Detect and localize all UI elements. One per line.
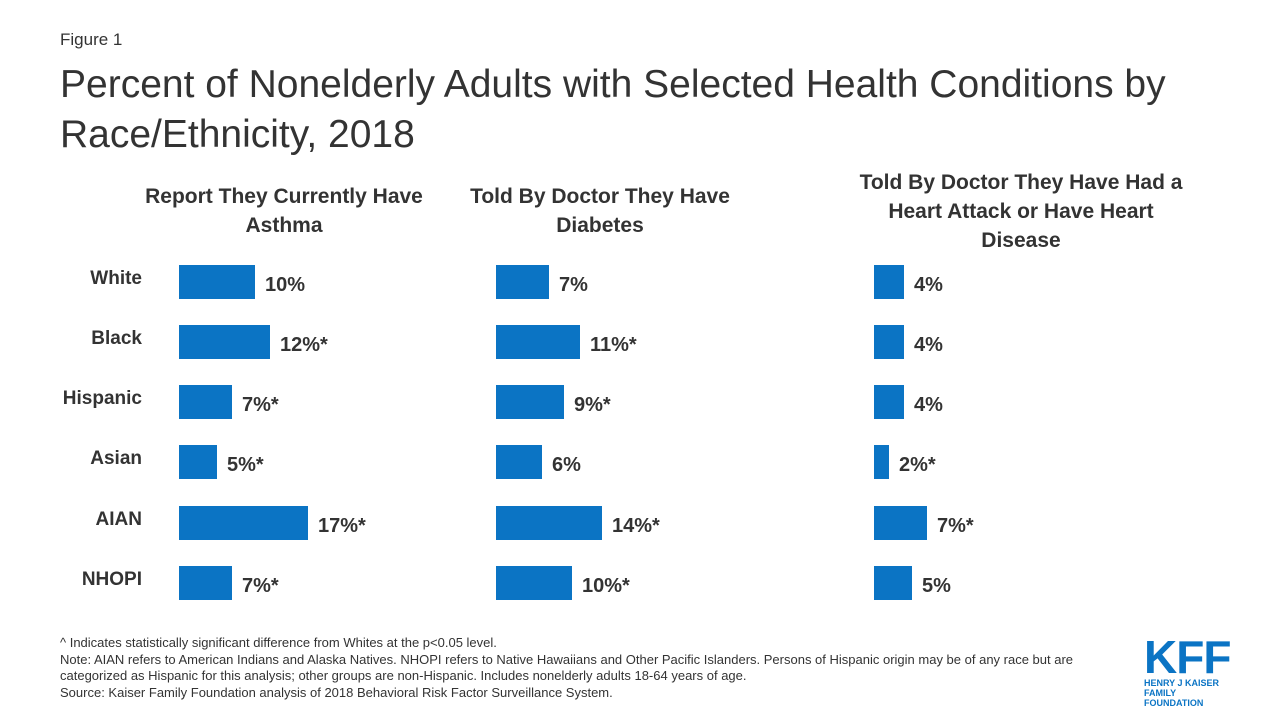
category-label-asian: Asian	[90, 448, 142, 469]
bar-value-panel3-aian: 7%*	[937, 515, 974, 537]
kff-logo: KFF HENRY J KAISER FAMILY FOUNDATION	[1144, 631, 1236, 708]
bar-value-panel2-hispanic: 9%*	[574, 394, 611, 416]
chart-title: Percent of Nonelderly Adults with Select…	[60, 63, 1166, 156]
bar-value-panel2-asian: 6%	[552, 454, 581, 476]
category-label-nhopi: NHOPI	[81, 569, 142, 590]
bar-value-panel1-nhopi: 7%*	[242, 575, 279, 597]
logo-line-2: FAMILY FOUNDATION	[1144, 688, 1204, 708]
panel-title-3: Told By Doctor They Have Had a Heart Att…	[859, 171, 1183, 252]
bar-panel1-asian	[179, 445, 217, 479]
bar-panel3-black	[874, 325, 904, 359]
bar-value-panel1-aian: 17%*	[318, 515, 366, 537]
logo-mark: KFF	[1144, 631, 1231, 683]
category-label-white: White	[90, 268, 142, 289]
bar-panel3-hispanic	[874, 385, 904, 419]
footnotes: ^ Indicates statistically significant di…	[60, 635, 1120, 701]
category-label-black: Black	[91, 328, 142, 349]
bar-panel1-white	[179, 265, 255, 299]
bar-value-panel3-asian: 2%*	[899, 454, 936, 476]
category-label-hispanic: Hispanic	[62, 388, 142, 409]
source-text: Source: Kaiser Family Foundation analysi…	[60, 684, 613, 700]
bar-value-panel2-aian: 14%*	[612, 515, 660, 537]
bar-value-panel3-nhopi: 5%	[922, 575, 951, 597]
significance-note: ^ Indicates statistically significant di…	[60, 635, 497, 650]
bar-panel2-aian	[496, 506, 602, 540]
bar-value-panel1-hispanic: 7%*	[242, 394, 279, 416]
bar-value-panel3-white: 4%	[914, 274, 943, 296]
bar-panel3-white	[874, 265, 904, 299]
bar-panel2-white	[496, 265, 549, 299]
bar-value-panel2-white: 7%	[559, 274, 588, 296]
bar-panel3-nhopi	[874, 566, 912, 600]
bar-value-panel3-black: 4%	[914, 334, 943, 356]
bar-panel1-aian	[179, 506, 308, 540]
bar-panel2-hispanic	[496, 385, 564, 419]
bar-panel3-aian	[874, 506, 927, 540]
bar-value-panel2-black: 11%*	[590, 334, 637, 356]
bar-value-panel1-black: 12%*	[280, 334, 328, 356]
bar-panel2-nhopi	[496, 566, 572, 600]
bar-panel1-black	[179, 325, 270, 359]
bar-value-panel2-nhopi: 10%*	[582, 575, 630, 597]
bar-panel1-nhopi	[179, 566, 232, 600]
logo-line-1: HENRY J KAISER	[1144, 678, 1220, 688]
category-label-aian: AIAN	[95, 509, 142, 530]
figure-label: Figure 1	[60, 30, 123, 49]
bar-value-panel3-hispanic: 4%	[914, 394, 943, 416]
bar-value-panel1-white: 10%	[265, 274, 306, 296]
bar-panel2-black	[496, 325, 580, 359]
bar-panel3-asian	[874, 445, 889, 479]
panel-title-2: Told By Doctor They Have Diabetes	[470, 185, 730, 237]
note-text: Note: AIAN refers to American Indians an…	[60, 651, 1074, 684]
bar-value-panel1-asian: 5%*	[227, 454, 264, 476]
bar-panel2-asian	[496, 445, 542, 479]
panel-title-1: Report They Currently Have Asthma	[145, 185, 423, 237]
bar-panel1-hispanic	[179, 385, 232, 419]
